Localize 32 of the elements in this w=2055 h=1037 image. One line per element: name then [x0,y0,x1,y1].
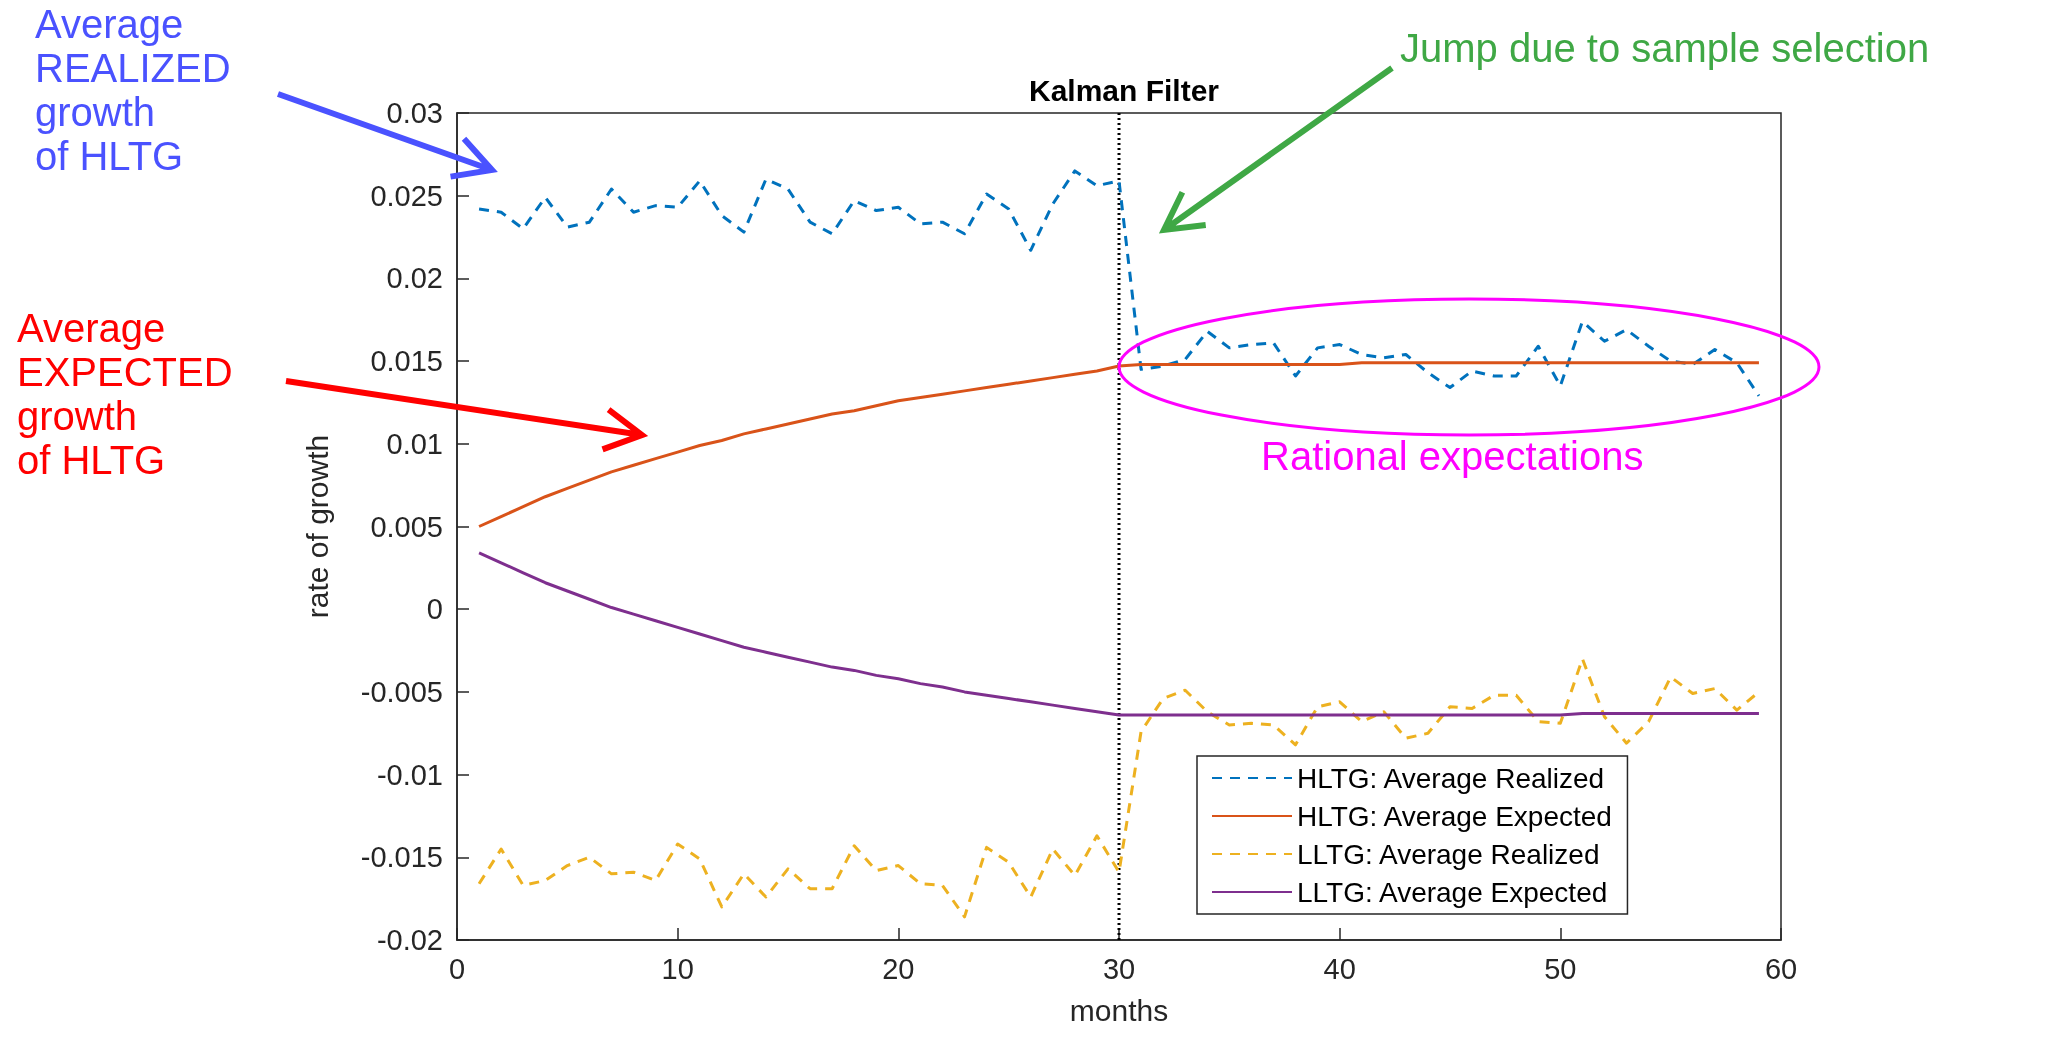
y-axis-title: rate of growth [300,434,334,619]
x-tick-label: 40 [1323,952,1356,985]
x-tick-label: 0 [448,952,466,985]
y-tick-label: 0.005 [370,510,443,543]
y-tick-label: 0.03 [386,97,443,129]
chart-title: Kalman Filter [1028,73,1220,107]
y-tick-label: -0.02 [376,924,443,956]
text: Jump due to sample selection [1400,26,1930,70]
y-tick-label: 0.02 [386,262,443,295]
y-tick-label: 0.025 [370,179,443,212]
x-tick-label: 10 [661,952,694,985]
text: Average REALIZED growth of HLTG [35,2,231,178]
line-series [477,551,1761,717]
line-series [477,169,1761,398]
x-axis-title: months [1069,993,1169,1027]
legend-label: HLTG: Average Realized [1297,762,1605,794]
y-tick-label: -0.005 [360,675,443,708]
x-tick-label: 20 [882,952,915,985]
legend-label: HLTG: Average Expected [1297,800,1612,832]
x-tick-label: 50 [1544,952,1577,985]
annotation: Rational expectations [1261,434,1644,478]
x-tick-label: 60 [1764,952,1798,985]
y-tick-label: 0 [426,593,443,626]
legend-label: LLTG: Average Expected [1297,876,1608,908]
x-tick-label: 30 [1102,952,1136,985]
y-tick-label: 0.01 [386,427,443,460]
y-tick-label: 0.015 [370,345,443,378]
text: Average EXPECTED growth of HLTG [17,306,233,482]
line-series [477,361,1761,528]
legend-label: LLTG: Average Realized [1297,838,1600,870]
y-tick-label: -0.01 [376,758,443,791]
y-tick-label: -0.015 [360,841,443,874]
